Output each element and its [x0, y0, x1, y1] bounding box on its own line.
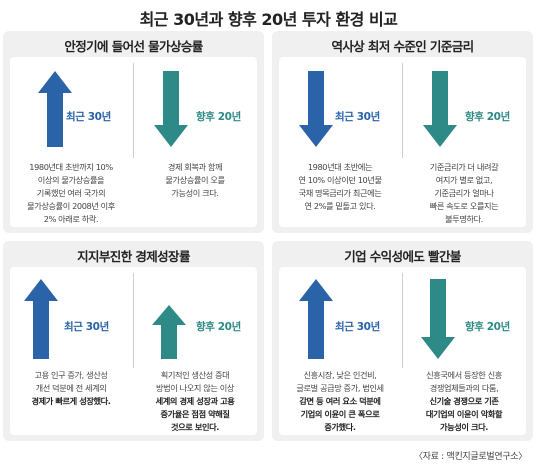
period-label-future: 향후 20년 — [196, 321, 241, 333]
panel-inflation: 안정기에 들어선 물가상승률 최근 30년 향후 20년 1980년대 초반까지… — [3, 31, 264, 233]
period-label-future: 향후 20년 — [465, 321, 510, 333]
description-future: 경제 회복과 함께 물가상승률이 오를 가능성이 크다. — [165, 162, 225, 198]
up-arrow-icon — [24, 279, 58, 359]
panel-corporate-profitability: 기업 수익성에도 빨간불 최근 30년 향후 20년 신흥시장, 낮은 인건비,… — [272, 241, 533, 441]
panel-content: 최근 30년 향후 20년 1980년대 초반에는 연 10% 이상이던 10년… — [279, 57, 526, 227]
panel-title: 역사상 최저 수준인 기준금리 — [331, 39, 474, 54]
period-label-recent: 최근 30년 — [64, 321, 109, 333]
panel-economic-growth: 지지부진한 경제성장률 최근 30년 향후 20년 고용 인구 증가, 생산성 … — [3, 241, 264, 441]
period-label-recent: 최근 30년 — [66, 111, 111, 123]
period-label-future: 향후 20년 — [465, 111, 510, 123]
down-arrow-icon — [154, 71, 188, 147]
divider — [133, 63, 134, 158]
panel-content: 최근 30년 향후 20년 1980년대 초반까지 10% 이상의 물가상승률을… — [10, 57, 257, 227]
up-arrow-icon — [38, 71, 72, 147]
description-recent: 1980년대 초반까지 10% 이상의 물가상승률을 기록했던 여러 국가의 물… — [27, 162, 115, 224]
description-future: 기준금리가 더 내려갈 여지가 별로 없고, 기준금리가 얼마나 빠른 속도로 … — [429, 162, 499, 224]
description-future: 획기적인 생산성 증대 방법이 나오지 않는 이상 세계의 경제 성장과 고용 … — [155, 370, 235, 432]
period-label-recent: 최근 30년 — [335, 111, 380, 123]
description-future: 신흥국에서 등장한 신흥 경쟁업체들과의 다툼, 신기술 경쟁으로 기존 대기업… — [425, 370, 503, 432]
up-arrow-icon — [299, 279, 333, 359]
down-arrow-icon — [421, 279, 455, 359]
description-recent: 고용 인구 증가, 생산성 개선 덕분에 전 세계의 경제가 빠르게 성장했다. — [31, 370, 111, 406]
panel-title: 기업 수익성에도 빨간불 — [344, 249, 461, 264]
description-recent: 1980년대 초반에는 연 10% 이상이던 10년물 국채 명목금리가 최근에… — [298, 162, 382, 211]
source-note: 〈자료 : 맥킨지글로벌연구소〉 — [413, 452, 527, 462]
panel-content: 최근 30년 향후 20년 고용 인구 증가, 생산성 개선 덕분에 전 세계의… — [10, 267, 257, 435]
down-arrow-icon — [423, 71, 457, 147]
panel-content: 최근 30년 향후 20년 신흥시장, 낮은 인건비, 글로벌 공급망 증가, … — [279, 267, 526, 435]
panel-title: 안정기에 들어선 물가상승률 — [64, 39, 203, 54]
period-label-future: 향후 20년 — [196, 111, 241, 123]
period-label-recent: 최근 30년 — [335, 321, 380, 333]
divider — [402, 273, 403, 368]
divider — [402, 63, 403, 158]
up-arrow-icon — [152, 305, 186, 359]
description-recent: 신흥시장, 낮은 인건비, 글로벌 공급망 증가, 법인세 감면 등 여러 요소… — [296, 370, 384, 432]
down-arrow-icon — [299, 71, 333, 147]
divider — [133, 273, 134, 368]
panel-interest-rate: 역사상 최저 수준인 기준금리 최근 30년 향후 20년 1980년대 초반에… — [272, 31, 533, 233]
panel-title: 지지부진한 경제성장률 — [77, 249, 190, 264]
page-title: 최근 30년과 향후 20년 투자 환경 비교 — [139, 10, 398, 29]
